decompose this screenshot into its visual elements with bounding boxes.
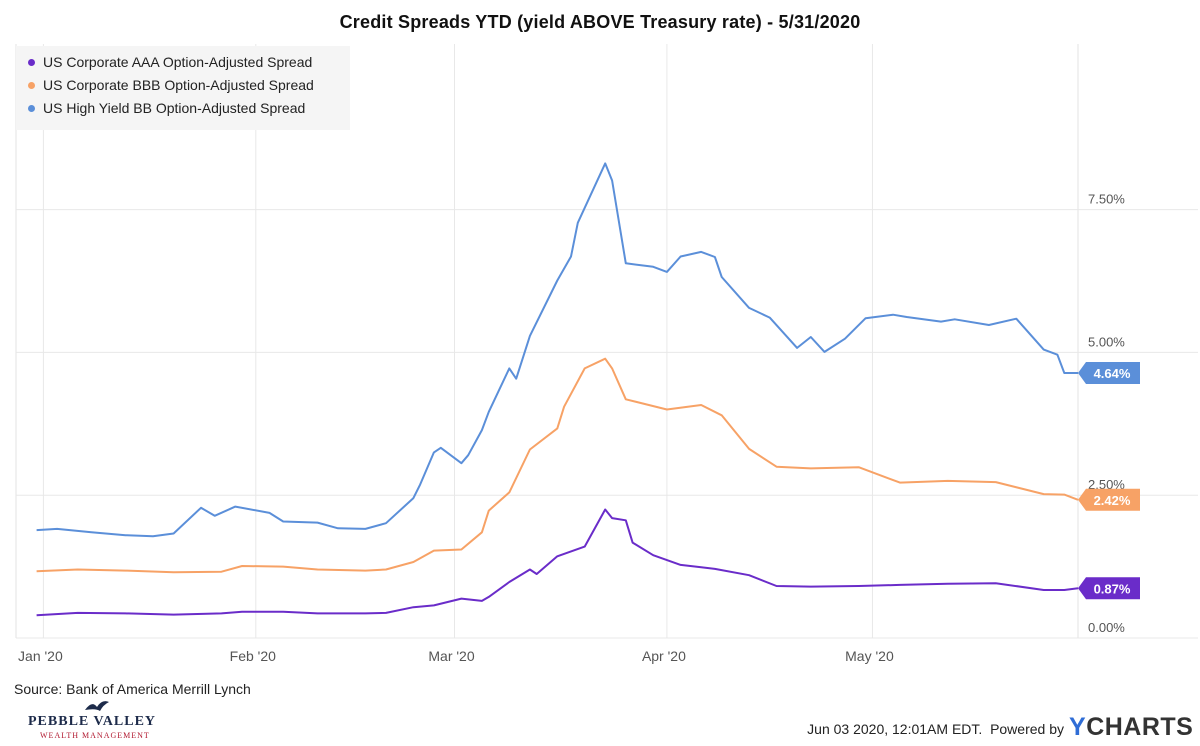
- x-tick-label: Apr '20: [642, 648, 686, 664]
- chart-title: Credit Spreads YTD (yield ABOVE Treasury…: [339, 12, 861, 32]
- legend-item-bb[interactable]: US High Yield BB Option-Adjusted Spread: [28, 100, 305, 116]
- y-tick-label: 2.50%: [1088, 477, 1125, 492]
- ycharts-wordmark: CHARTS: [1086, 713, 1194, 741]
- powered-by-label: Powered by: [990, 721, 1064, 737]
- logo-tagline: WEALTH MANAGEMENT: [40, 731, 150, 740]
- series-line-2: [36, 162, 1078, 538]
- legend-label-aaa: US Corporate AAA Option-Adjusted Spread: [43, 54, 313, 70]
- pebble-valley-logo: PEBBLE VALLEY WEALTH MANAGEMENT: [28, 696, 168, 742]
- last-value-badge: 2.42%: [1078, 488, 1140, 511]
- x-tick-label: May '20: [845, 648, 894, 664]
- gridlines: [15, 44, 1198, 639]
- footer-text: Jun 03 2020, 12:01AM EDT. Powered by: [807, 721, 1064, 737]
- badge-value: 0.87%: [1094, 581, 1131, 596]
- legend-dot-icon: [28, 81, 35, 89]
- timestamp: Jun 03 2020, 12:01AM EDT.: [807, 721, 983, 737]
- legend-item-aaa[interactable]: US Corporate AAA Option-Adjusted Spread: [28, 54, 312, 70]
- badge-shape: [1078, 488, 1140, 511]
- last-value-badges: 0.87% 2.42% 4.64%: [1078, 361, 1140, 600]
- legend-dot-icon: [28, 104, 35, 112]
- badge-shape: [1078, 361, 1140, 384]
- legend-item-bbb[interactable]: US Corporate BBB Option-Adjusted Spread: [28, 77, 314, 93]
- x-tick-label: Jan '20: [18, 648, 63, 664]
- badge-shape: [1078, 577, 1140, 600]
- y-tick-label: 5.00%: [1088, 334, 1125, 349]
- bird-icon: [85, 701, 109, 711]
- axes: 0.00% 2.50% 5.00% 7.50% Jan '20 Feb '20 Mar '2…: [18, 192, 1125, 664]
- x-tick-label: Feb '20: [230, 648, 276, 664]
- y-tick-label: 0.00%: [1088, 620, 1125, 635]
- x-tick-label: Mar '20: [428, 648, 474, 664]
- badge-value: 4.64%: [1094, 366, 1131, 381]
- legend: US Corporate AAA Option-Adjusted Spread …: [16, 46, 350, 130]
- legend-label-bbb: US Corporate BBB Option-Adjusted Spread: [43, 77, 314, 93]
- legend-label-bb: US High Yield BB Option-Adjusted Spread: [43, 100, 306, 116]
- last-value-badge: 4.64%: [1078, 361, 1140, 384]
- logo-name: PEBBLE VALLEY: [28, 714, 157, 729]
- ycharts-y: Y: [1069, 713, 1087, 741]
- source-note: Source: Bank of America Merrill Lynch: [14, 681, 251, 697]
- y-tick-label: 7.50%: [1088, 192, 1125, 207]
- series-line-1: [36, 357, 1079, 574]
- series-lines: [36, 162, 1079, 617]
- series-line-0: [36, 508, 1079, 617]
- legend-dot-icon: [28, 58, 35, 66]
- last-value-badge: 0.87%: [1078, 577, 1140, 600]
- ycharts-logo[interactable]: YCHARTS: [1069, 713, 1193, 742]
- badge-value: 2.42%: [1094, 493, 1131, 508]
